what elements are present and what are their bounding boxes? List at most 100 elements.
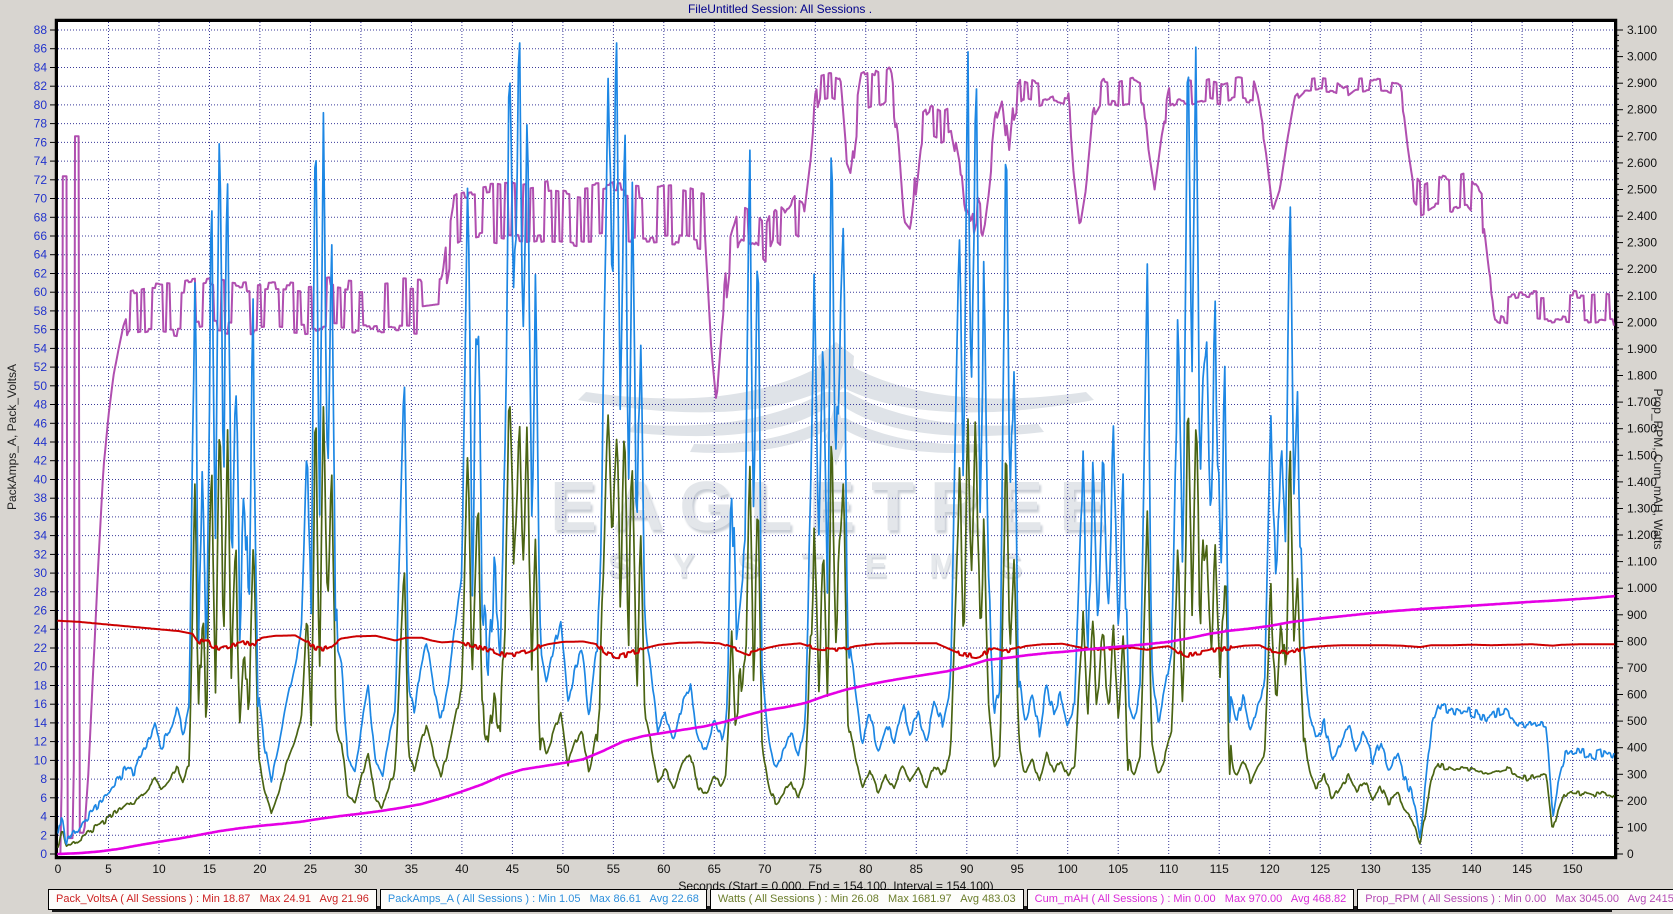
svg-text:74: 74: [34, 154, 48, 168]
svg-text:60: 60: [657, 862, 671, 876]
svg-text:1.000: 1.000: [1627, 581, 1657, 595]
svg-text:5: 5: [105, 862, 112, 876]
svg-text:68: 68: [34, 210, 48, 224]
svg-text:2.600: 2.600: [1627, 156, 1657, 170]
svg-text:65: 65: [708, 862, 722, 876]
svg-text:0: 0: [55, 862, 62, 876]
svg-text:62: 62: [34, 267, 48, 281]
svg-text:88: 88: [34, 23, 48, 37]
svg-text:80: 80: [34, 98, 48, 112]
svg-text:90: 90: [960, 862, 974, 876]
svg-text:3.100: 3.100: [1627, 23, 1657, 37]
svg-text:2: 2: [40, 828, 47, 842]
svg-text:6: 6: [40, 791, 47, 805]
svg-text:85: 85: [910, 862, 924, 876]
y-left-tick-labels: 0246810121416182022242628303234363840424…: [34, 23, 48, 861]
svg-text:600: 600: [1627, 688, 1647, 702]
window-title: FileUntitled Session: All Sessions .: [687, 2, 873, 16]
x-tick-labels: 0 5 10 15 20 25 30 35 40 45 50 55 60 65 70 75 80 85 90 95 10…: [55, 862, 1583, 876]
svg-text:4: 4: [40, 810, 47, 824]
svg-text:0: 0: [1627, 847, 1634, 861]
svg-text:200: 200: [1627, 794, 1647, 808]
svg-text:38: 38: [34, 491, 48, 505]
svg-text:40: 40: [34, 473, 48, 487]
svg-text:22: 22: [34, 641, 48, 655]
svg-text:2.100: 2.100: [1627, 289, 1657, 303]
svg-text:20: 20: [253, 862, 267, 876]
svg-text:1.900: 1.900: [1627, 342, 1657, 356]
svg-text:80: 80: [859, 862, 873, 876]
svg-text:58: 58: [34, 304, 48, 318]
svg-text:2.500: 2.500: [1627, 183, 1657, 197]
legend-cum-mah: Cum_mAH ( All Sessions ) : Min 0.00 Max …: [1026, 889, 1355, 910]
svg-text:40: 40: [455, 862, 469, 876]
svg-text:12: 12: [34, 735, 48, 749]
svg-text:2.300: 2.300: [1627, 236, 1657, 250]
svg-text:44: 44: [34, 435, 48, 449]
svg-text:66: 66: [34, 229, 48, 243]
svg-text:500: 500: [1627, 714, 1647, 728]
svg-text:32: 32: [34, 547, 48, 561]
svg-text:55: 55: [607, 862, 621, 876]
y-right-axis-title: Prop_RPM, Cum_mAH, Watts: [1651, 388, 1665, 550]
svg-text:8: 8: [40, 772, 47, 786]
watermark: EAGLETREE SYSTEMS: [58, 340, 1614, 586]
watermark-text: EAGLETREE: [550, 467, 1122, 545]
svg-text:110: 110: [1159, 862, 1178, 876]
svg-text:78: 78: [34, 117, 48, 131]
svg-text:84: 84: [34, 61, 48, 75]
svg-text:36: 36: [34, 510, 48, 524]
svg-text:56: 56: [34, 323, 48, 337]
svg-text:115: 115: [1210, 862, 1229, 876]
svg-text:3.000: 3.000: [1627, 50, 1657, 64]
status-bar: Pack_VoltsA ( All Sessions ) : Min 18.87…: [48, 889, 1673, 910]
svg-text:2.900: 2.900: [1627, 76, 1657, 90]
svg-text:10: 10: [152, 862, 166, 876]
svg-text:60: 60: [34, 285, 48, 299]
svg-text:2.000: 2.000: [1627, 315, 1657, 329]
svg-text:52: 52: [34, 360, 48, 374]
legend-watts: Watts ( All Sessions ) : Min 26.08 Max 1…: [709, 889, 1024, 910]
svg-text:24: 24: [34, 622, 48, 636]
svg-text:82: 82: [34, 79, 48, 93]
svg-text:35: 35: [405, 862, 419, 876]
svg-text:45: 45: [506, 862, 520, 876]
legend-prop-rpm: Prop_RPM ( All Sessions ) : Min 0.00 Max…: [1357, 889, 1673, 910]
svg-text:15: 15: [203, 862, 217, 876]
svg-text:64: 64: [34, 248, 48, 262]
svg-text:34: 34: [34, 529, 48, 543]
svg-text:14: 14: [34, 716, 48, 730]
svg-text:18: 18: [34, 679, 48, 693]
svg-text:42: 42: [34, 454, 48, 468]
svg-text:70: 70: [758, 862, 772, 876]
legend-packamps-a: PackAmps_A ( All Sessions ) : Min 1.05 M…: [379, 889, 707, 910]
svg-text:30: 30: [354, 862, 368, 876]
svg-text:105: 105: [1108, 862, 1128, 876]
svg-text:0: 0: [40, 847, 47, 861]
svg-text:145: 145: [1512, 862, 1532, 876]
plot-canvas[interactable]: EAGLETREE SYSTEMS: [56, 20, 1616, 858]
svg-text:135: 135: [1411, 862, 1431, 876]
svg-text:125: 125: [1310, 862, 1330, 876]
watermark-subtext: SYSTEMS: [607, 547, 1065, 585]
svg-text:95: 95: [1011, 862, 1025, 876]
svg-text:28: 28: [34, 585, 48, 599]
svg-text:120: 120: [1260, 862, 1280, 876]
svg-text:400: 400: [1627, 741, 1647, 755]
svg-text:75: 75: [809, 862, 823, 876]
svg-text:54: 54: [34, 341, 48, 355]
svg-text:25: 25: [304, 862, 318, 876]
svg-text:140: 140: [1462, 862, 1482, 876]
svg-text:2.200: 2.200: [1627, 262, 1657, 276]
eagle-logo-icon: [578, 342, 1094, 466]
y-left-axis-title: PackAmps_A, Pack_VoltsA: [5, 363, 19, 511]
svg-text:100: 100: [1627, 820, 1647, 834]
svg-text:50: 50: [556, 862, 570, 876]
svg-text:50: 50: [34, 379, 48, 393]
svg-text:16: 16: [34, 697, 48, 711]
svg-text:900: 900: [1627, 608, 1647, 622]
svg-text:86: 86: [34, 42, 48, 56]
legend-pack-voltsa: Pack_VoltsA ( All Sessions ) : Min 18.87…: [48, 889, 377, 910]
svg-text:70: 70: [34, 192, 48, 206]
